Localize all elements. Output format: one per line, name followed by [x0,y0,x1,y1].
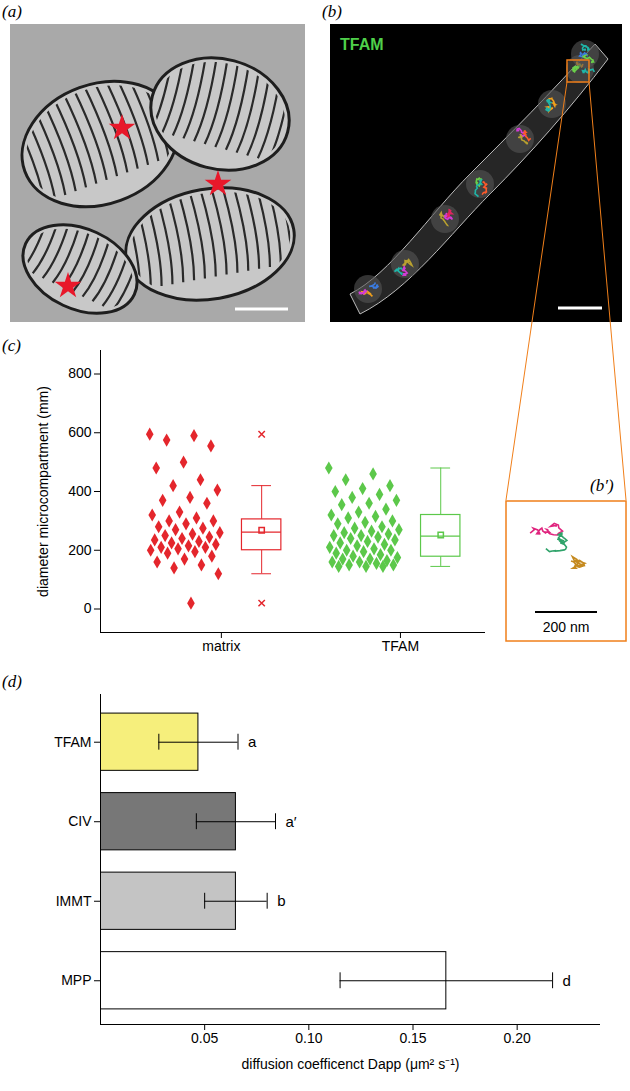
svg-text:TFAM: TFAM [382,638,419,654]
svg-text:0: 0 [84,600,92,616]
html-text:(d): (d) [2,672,22,691]
svg-text:diameter microcompartment (mm): diameter microcompartment (mm) [35,386,51,597]
svg-text:a′: a′ [286,813,297,830]
svg-text:0.10: 0.10 [295,1030,322,1046]
html-text:(b): (b) [322,2,342,21]
svg-text:200 nm: 200 nm [543,619,590,635]
svg-text:matrix: matrix [202,638,240,654]
svg-text:0.15: 0.15 [399,1030,426,1046]
svg-text:600: 600 [68,424,92,440]
svg-text:0.20: 0.20 [504,1030,531,1046]
svg-text:d: d [563,972,571,989]
svg-text:TFAM: TFAM [340,36,384,53]
svg-text:CIV: CIV [68,813,92,829]
html-text:(a): (a) [2,2,22,21]
svg-text:diffusion coefficenct Dapp (μm: diffusion coefficenct Dapp (μm² s⁻¹) [242,1056,460,1072]
svg-text:a: a [248,733,257,750]
svg-text:TFAM: TFAM [54,734,91,750]
svg-text:MPP: MPP [61,972,91,988]
html-text:(b′): (b′) [590,476,614,495]
svg-text:b: b [277,892,285,909]
html-text:(c): (c) [2,336,21,355]
svg-text:IMMT: IMMT [56,893,92,909]
svg-text:400: 400 [68,483,92,499]
svg-text:800: 800 [68,365,92,381]
svg-text:200: 200 [68,542,92,558]
svg-text:0.05: 0.05 [191,1030,218,1046]
